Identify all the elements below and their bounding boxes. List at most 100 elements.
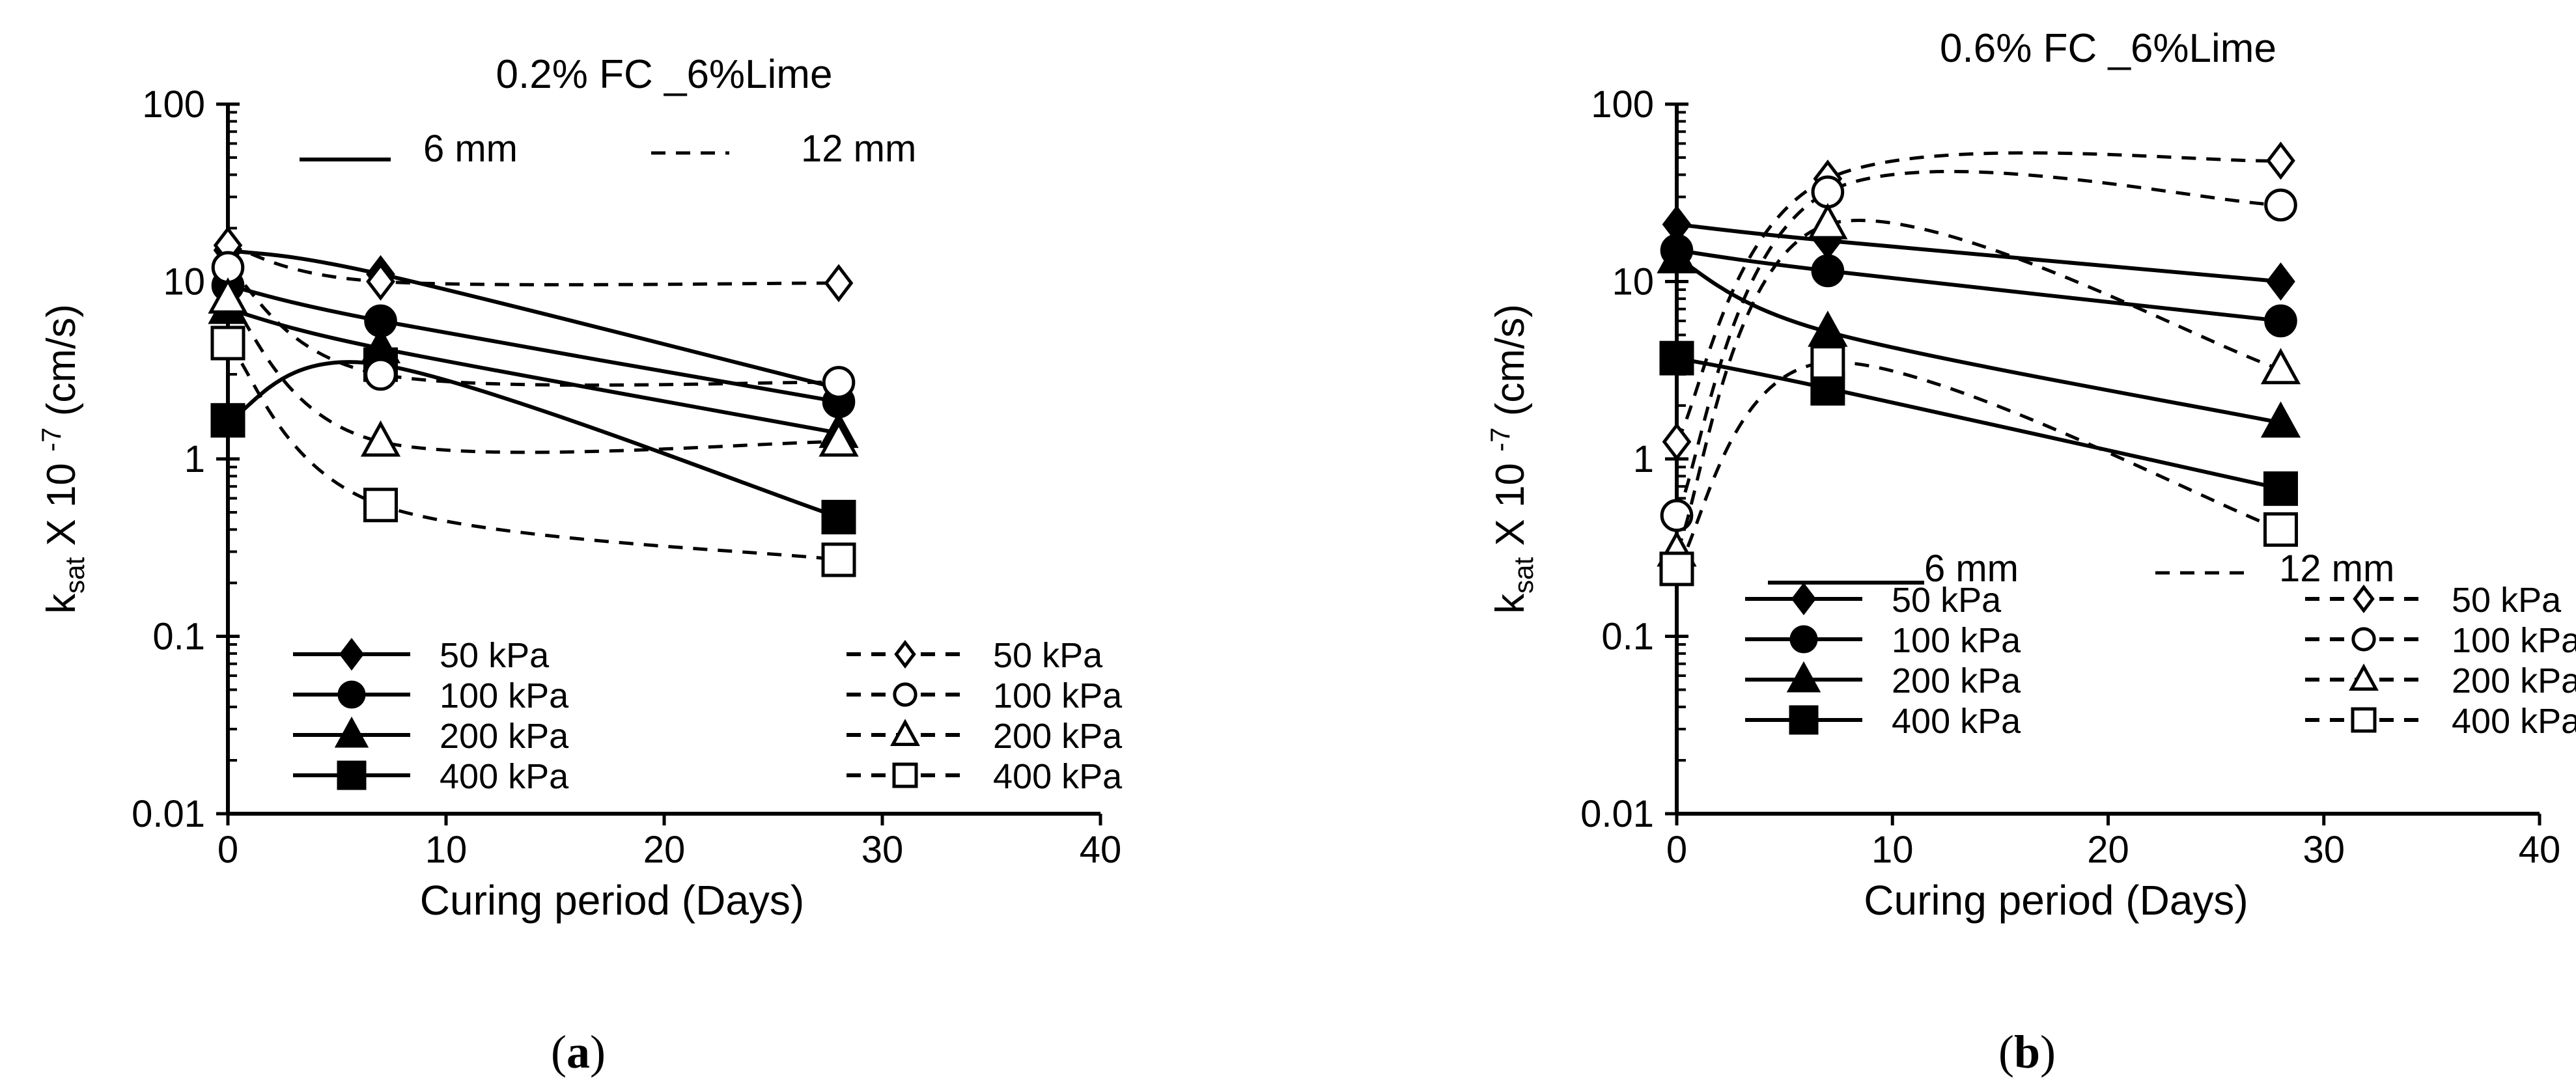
line-key-solid-label: 6 mm	[423, 128, 518, 170]
legend-marker	[892, 762, 918, 788]
data-point-12mm-50kPa	[824, 264, 854, 303]
data-point-12mm-100kPa	[1660, 499, 1694, 532]
legend-label: 400 kPa	[2452, 702, 2576, 741]
y-tick-label: 100	[1591, 83, 1654, 126]
chart-title: 0.2% FC _6%Lime	[496, 52, 833, 97]
series-line-6mm-200kPa	[1675, 256, 2282, 425]
data-point-12mm-50kPa	[366, 262, 395, 301]
legend-label: 50 kPa	[1892, 581, 2002, 620]
legend-marker	[339, 637, 365, 671]
x-tick-label: 20	[643, 829, 686, 871]
legend-marker	[1786, 661, 1821, 693]
data-point-6mm-50kPa	[2266, 262, 2295, 301]
x-axis-label: Curing period (Days)	[1864, 877, 2248, 924]
x-tick-label: 40	[2519, 829, 2561, 871]
data-point-12mm-200kPa	[2260, 348, 2301, 385]
legend-marker	[337, 680, 366, 709]
panel-caption: (b)	[1998, 1026, 2056, 1078]
x-tick-label: 30	[861, 829, 904, 871]
series-line-12mm-100kPa	[1675, 169, 2281, 516]
line-key-dashed-label: 12 mm	[2279, 547, 2394, 590]
data-point-12mm-400kPa	[1810, 345, 1845, 380]
legend-marker	[2349, 663, 2379, 691]
legend-marker	[2353, 585, 2375, 613]
legend-label: 200 kPa	[440, 717, 569, 756]
legend-label: 100 kPa	[993, 676, 1123, 715]
y-tick-label: 1	[1633, 438, 1654, 480]
y-tick-label: 0.01	[1580, 793, 1654, 835]
legend-marker	[2351, 627, 2376, 652]
data-point-6mm-100kPa	[1811, 254, 1845, 288]
legend-label: 400 kPa	[993, 757, 1123, 796]
series-line-12mm-50kPa	[1675, 151, 2281, 443]
data-point-6mm-400kPa	[1659, 340, 1694, 376]
data-point-6mm-400kPa	[2263, 471, 2298, 506]
series-line-6mm-50kPa	[1676, 222, 2281, 284]
chart-title: 0.6% FC _6%Lime	[1940, 26, 2276, 71]
x-tick-label: 20	[2087, 829, 2129, 871]
series-line-12mm-400kPa	[1675, 361, 2282, 570]
legend-label: 50 kPa	[2452, 581, 2562, 620]
line-key-dashed-label: 12 mm	[801, 128, 916, 170]
x-tick-label: 0	[1666, 829, 1687, 871]
data-point-6mm-100kPa	[2264, 304, 2297, 338]
series-line-6mm-200kPa	[227, 307, 839, 435]
y-tick-label: 0.1	[152, 616, 205, 658]
data-point-6mm-200kPa	[2260, 401, 2301, 438]
legend-marker	[2351, 707, 2377, 733]
legend-marker	[1789, 625, 1818, 654]
data-point-12mm-200kPa	[1808, 202, 1848, 240]
data-point-12mm-50kPa	[2266, 141, 2295, 180]
series-line-12mm-50kPa	[227, 243, 839, 286]
x-tick-label: 30	[2303, 829, 2345, 871]
data-point-6mm-200kPa	[1657, 237, 1697, 273]
data-point-6mm-400kPa	[821, 499, 856, 534]
legend-label: 200 kPa	[2452, 661, 2576, 700]
legend-marker	[1789, 705, 1819, 735]
series-line-6mm-400kPa	[1676, 356, 2282, 491]
data-point-12mm-400kPa	[363, 488, 398, 523]
y-axis-label: ksat X 10 -7 (cm/s)	[1485, 304, 1539, 614]
data-point-12mm-400kPa	[210, 325, 245, 361]
legend-marker	[894, 640, 916, 669]
legend-label: 400 kPa	[1892, 702, 2021, 741]
x-tick-label: 0	[217, 829, 238, 871]
legend-marker	[334, 716, 369, 748]
y-tick-label: 1	[184, 438, 205, 480]
data-point-12mm-200kPa	[208, 277, 248, 314]
series-line-12mm-200kPa	[1675, 219, 2282, 553]
data-point-6mm-400kPa	[210, 403, 245, 438]
series-line-6mm-100kPa	[1676, 248, 2281, 323]
data-point-12mm-100kPa	[364, 357, 397, 391]
y-tick-label: 0.1	[1601, 616, 1654, 658]
y-tick-label: 0.01	[132, 793, 205, 835]
legend-label: 100 kPa	[440, 676, 569, 715]
panel-a: 0.2% FC _6%Lime 0.01 0.1 1 10 100 0 10 20 30 40 Cur…	[36, 52, 1123, 1078]
line-key-solid-label: 6 mm	[1924, 547, 2019, 590]
data-point-12mm-400kPa	[2263, 512, 2298, 547]
legend-label: 100 kPa	[1892, 621, 2021, 660]
legend-label: 200 kPa	[993, 717, 1123, 756]
data-point-12mm-200kPa	[819, 420, 859, 457]
data-point-12mm-200kPa	[360, 420, 401, 457]
panel-caption: (a)	[551, 1026, 606, 1078]
y-tick-label: 10	[1612, 261, 1654, 303]
data-point-12mm-50kPa	[1662, 422, 1692, 461]
legend-label: 400 kPa	[440, 757, 569, 796]
legend-marker	[893, 682, 917, 707]
series-line-6mm-100kPa	[227, 283, 839, 404]
legend-label: 50 kPa	[440, 636, 550, 675]
y-tick-label: 10	[163, 261, 205, 303]
legend-label: 200 kPa	[1892, 661, 2021, 700]
series-line-6mm-50kPa	[227, 248, 839, 391]
data-point-12mm-400kPa	[821, 542, 856, 577]
series-line-6mm-400kPa	[227, 360, 839, 519]
series-line-12mm-200kPa	[227, 297, 839, 454]
y-axis-label: ksat X 10 -7 (cm/s)	[36, 304, 90, 614]
legend-label: 100 kPa	[2452, 621, 2576, 660]
data-point-12mm-100kPa	[1811, 175, 1845, 209]
x-tick-label: 10	[1871, 829, 1914, 871]
data-point-12mm-100kPa	[2264, 188, 2297, 222]
legend-marker	[890, 719, 920, 746]
